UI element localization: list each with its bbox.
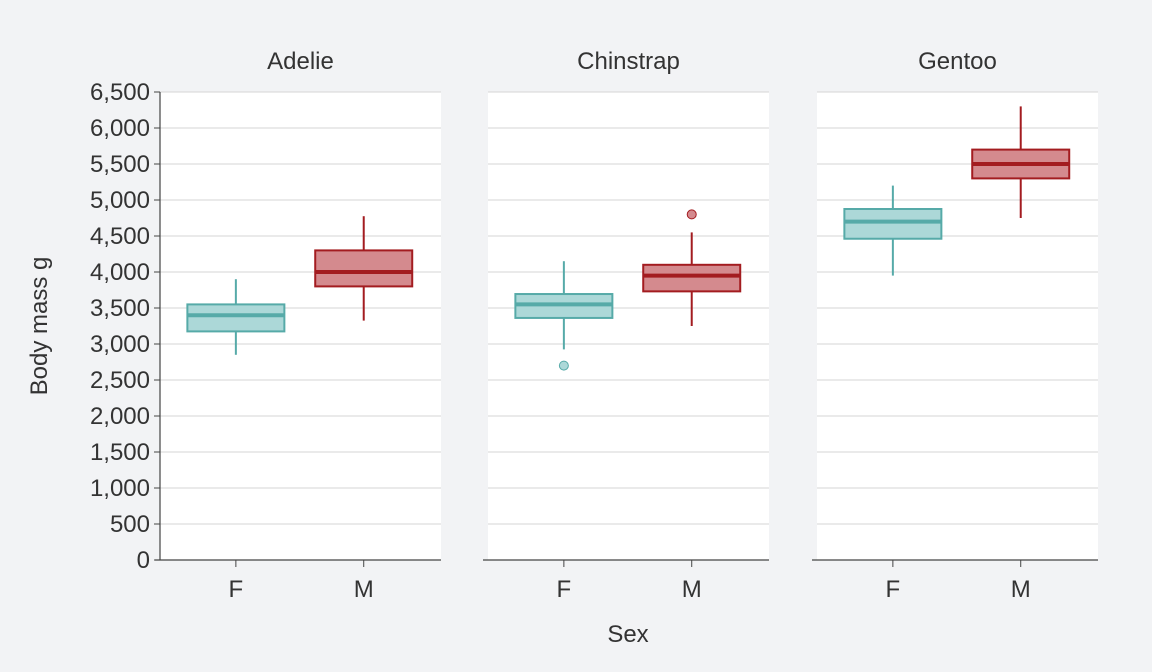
panel-background [488, 92, 769, 560]
y-tick-label: 4,000 [90, 259, 150, 286]
y-tick-label: 500 [110, 511, 150, 538]
box [642, 263, 742, 293]
box [186, 303, 286, 333]
y-tick-label: 2,500 [90, 367, 150, 394]
box [843, 208, 943, 240]
y-axis-title: Body mass g [26, 257, 53, 396]
x-tick-label: F [229, 576, 244, 603]
x-tick-label: F [557, 576, 572, 603]
y-tick-label: 1,500 [90, 439, 150, 466]
facet-title: Chinstrap [577, 48, 680, 75]
y-tick-label: 3,500 [90, 295, 150, 322]
outlier-point [558, 360, 569, 371]
y-tick-label: 5,000 [90, 187, 150, 214]
y-tick-label: 6,000 [90, 115, 150, 142]
y-tick-label: 3,000 [90, 331, 150, 358]
box [314, 249, 414, 288]
y-tick-label: 2,000 [90, 403, 150, 430]
outlier-point [686, 209, 697, 220]
y-tick-label: 0 [137, 547, 150, 574]
facet-title: Gentoo [918, 48, 997, 75]
y-tick-label: 4,500 [90, 223, 150, 250]
y-tick-label: 6,500 [90, 79, 150, 106]
y-tick-label: 1,000 [90, 475, 150, 502]
x-tick-label: F [886, 576, 901, 603]
x-axis-title: Sex [607, 621, 648, 648]
y-tick-label: 5,500 [90, 151, 150, 178]
x-tick-label: M [1011, 576, 1031, 603]
facet-title: Adelie [267, 48, 334, 75]
x-tick-label: M [354, 576, 374, 603]
x-tick-label: M [682, 576, 702, 603]
